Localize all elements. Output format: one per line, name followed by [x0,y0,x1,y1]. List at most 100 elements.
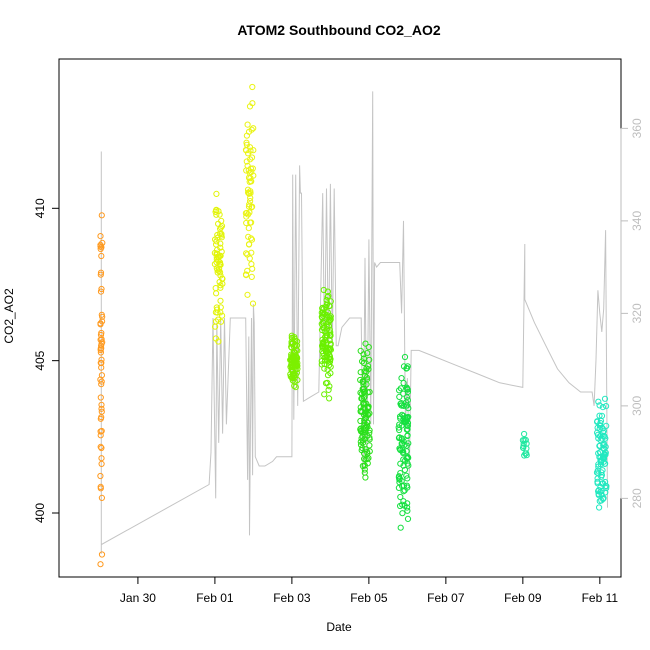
data-point [397,385,404,392]
data-point [244,162,251,169]
data-point [219,275,226,282]
data-point [98,252,105,260]
data-point [521,430,528,438]
y2-tick-label: 320 [630,303,644,323]
data-point [217,261,224,268]
data-point [362,446,369,453]
data-point [357,376,364,384]
data-point [595,463,602,470]
data-point [361,372,369,379]
data-point [245,203,253,210]
data-point [245,233,252,240]
data-point [98,336,105,343]
data-point [598,435,606,442]
data-point [291,382,298,389]
data-point [99,318,106,325]
data-point [364,350,371,357]
data-point [598,487,605,494]
data-point [243,209,250,217]
data-point [97,349,105,356]
data-point [523,445,530,452]
data-point [97,241,104,248]
data-point [248,249,255,256]
data-point [361,466,368,473]
data-point [287,371,294,378]
data-point [244,267,251,274]
data-point [215,338,222,345]
data-point [97,394,104,401]
data-point [602,449,609,456]
data-point [357,347,364,354]
data-point [398,411,406,418]
data-point [320,353,327,360]
data-point [399,510,406,517]
data-point [214,269,221,276]
data-point [212,323,219,330]
data-point [246,209,253,216]
data-point [245,225,252,232]
data-point [97,483,104,490]
data-point [249,100,256,107]
data-point [97,432,104,439]
plot-frame [58,58,622,578]
data-point [324,309,331,316]
chart-title: ATOM2 Southbound CO2_AO2 [237,22,440,38]
data-point [596,449,604,456]
data-point [599,495,607,503]
data-point [594,418,601,425]
data-point [247,156,254,163]
data-point [322,348,329,355]
data-point [321,391,328,398]
data-point [361,420,368,427]
data-point [322,380,330,387]
data-point [398,400,405,407]
data-point [396,421,403,428]
co2-point-series [97,83,610,568]
data-point [600,442,607,449]
x-tick-label: Feb 03 [273,591,311,605]
data-point [98,455,105,462]
data-point [603,422,610,429]
x-tick-label: Feb 09 [504,591,542,605]
data-point [320,286,327,294]
data-point [290,359,297,366]
data-point [599,467,606,474]
data-point [327,316,334,323]
data-point [249,203,256,210]
data-point [404,507,411,514]
data-point [98,427,105,435]
data-point [98,356,105,363]
data-point [403,455,410,462]
data-point [97,269,105,276]
data-point [397,470,404,477]
data-point [401,502,408,509]
data-point [364,423,371,430]
data-point [600,427,607,434]
data-point [361,393,368,400]
data-point [248,236,256,243]
data-point [97,233,104,240]
x-axis: Jan 30 Feb 01 Feb 03 Feb 05 Feb 07 Feb 09 Feb … [120,576,618,605]
data-point [244,291,251,298]
data-point [402,415,409,422]
data-point [357,408,364,415]
data-point [319,305,326,312]
data-point [594,431,602,438]
data-point [320,324,327,331]
data-point [98,381,105,388]
data-point [246,169,253,176]
data-point [98,405,105,412]
data-point [404,432,411,440]
data-point [596,442,604,449]
data-point [244,186,252,193]
data-point [245,189,252,196]
data-point [523,452,530,459]
data-point [217,297,224,304]
data-point [357,369,364,376]
data-point [360,400,367,407]
data-point [212,208,219,215]
y-tick-label: 400 [33,503,47,523]
data-point [595,435,602,442]
data-point [596,402,603,409]
